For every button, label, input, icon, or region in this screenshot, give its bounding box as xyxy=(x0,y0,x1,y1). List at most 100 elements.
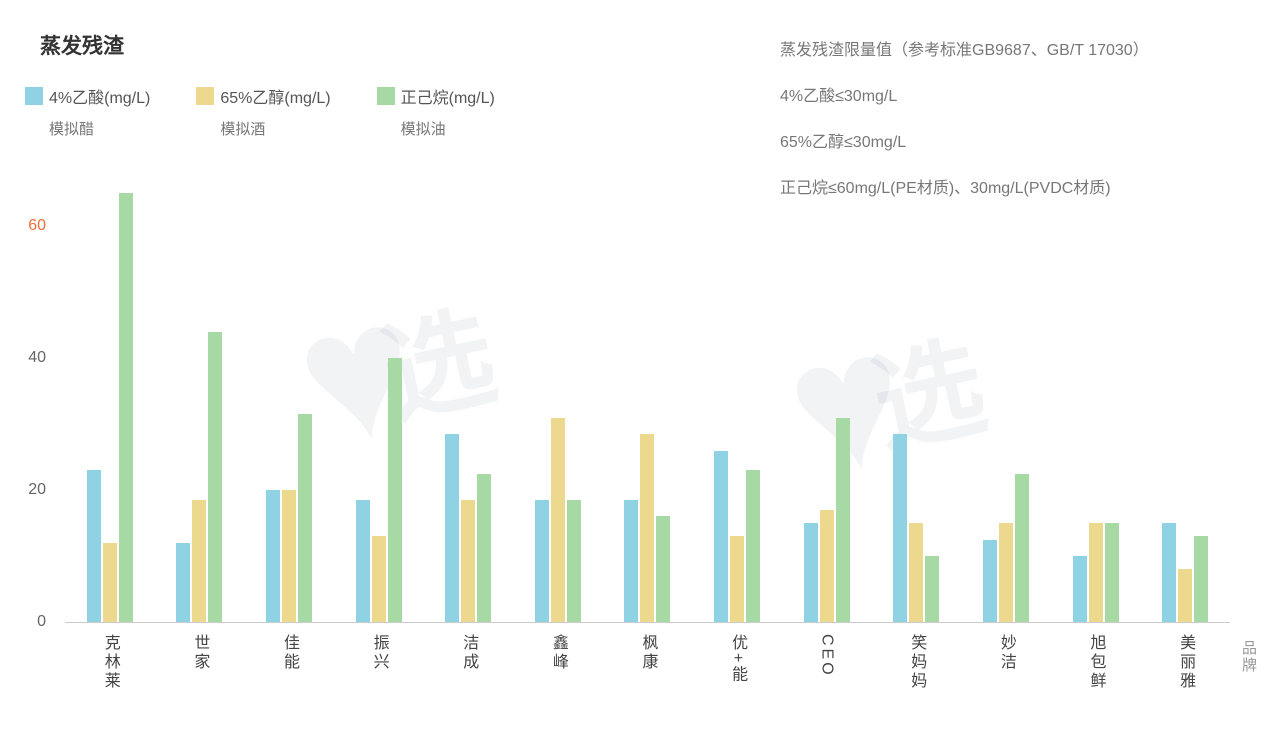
legend-label: 4%乙酸(mg/L) xyxy=(49,90,151,107)
bar xyxy=(102,542,117,622)
bar xyxy=(998,523,1013,622)
bar xyxy=(1088,523,1103,622)
plot-area xyxy=(65,182,1230,623)
limits-panel: 蒸发残渣限量值（参考标准GB9687、GB/T 17030） 4%乙酸≤30mg… xyxy=(780,36,1149,220)
x-axis-label: 品牌 xyxy=(1240,640,1257,674)
category-label: 克林莱 xyxy=(101,634,119,691)
bar xyxy=(176,542,191,622)
bar xyxy=(1178,569,1193,622)
limit-line-acetic: 4%乙酸≤30mg/L xyxy=(780,88,898,105)
category-label: 枫康 xyxy=(639,634,657,672)
bar xyxy=(803,523,818,622)
legend-sublabel: 模拟酒 xyxy=(220,121,266,138)
bar xyxy=(819,509,834,622)
category-label-cell: 枫康 xyxy=(603,634,693,691)
bar-group xyxy=(355,358,402,622)
bar xyxy=(982,539,997,622)
bar xyxy=(1162,523,1177,622)
bar-group-cell xyxy=(692,182,782,622)
legend-item-hexane[interactable]: 正己烷(mg/L) 模拟油 xyxy=(376,84,495,139)
category-labels: 克林莱 世家 佳能 振兴 洁成 鑫峰 枫康 优+能 CEO 笑妈妈 妙洁 旭包鲜 美丽雅 xyxy=(65,634,1230,691)
category-label: CEO xyxy=(818,634,836,678)
category-label: 美丽雅 xyxy=(1177,634,1195,691)
legend-swatch-icon xyxy=(376,87,395,105)
bar xyxy=(1014,473,1029,622)
bar xyxy=(192,499,207,622)
bar-group-cell xyxy=(423,182,513,622)
bar xyxy=(461,499,476,622)
bar xyxy=(86,470,101,622)
bar xyxy=(909,523,924,622)
bar xyxy=(1104,523,1119,622)
bar-group-cell xyxy=(155,182,245,622)
category-label-cell: 妙洁 xyxy=(961,634,1051,691)
bar-group-cell xyxy=(513,182,603,622)
bar xyxy=(566,499,581,622)
bar-group-cell xyxy=(961,182,1051,622)
legend-sublabel: 模拟油 xyxy=(400,121,446,138)
bar-groups xyxy=(65,182,1230,622)
y-tick-label: 0 xyxy=(37,613,46,630)
bar xyxy=(445,434,460,622)
bar xyxy=(624,499,639,622)
bar xyxy=(746,470,761,622)
bar xyxy=(298,414,313,622)
legend-swatch-icon xyxy=(25,87,43,105)
bar-group xyxy=(1072,523,1119,622)
category-label-cell: CEO xyxy=(782,634,872,691)
limit-line-ethanol: 65%乙醇≤30mg/L xyxy=(780,134,907,151)
bar xyxy=(477,473,492,622)
category-label: 振兴 xyxy=(370,634,388,672)
category-label-cell: 克林莱 xyxy=(65,634,155,691)
bar-group-cell xyxy=(65,182,155,622)
category-label-cell: 洁成 xyxy=(423,634,513,691)
bar xyxy=(266,490,281,622)
bar xyxy=(1194,536,1209,622)
category-label: 洁成 xyxy=(460,634,478,672)
bar xyxy=(1072,556,1087,622)
category-label-cell: 佳能 xyxy=(244,634,334,691)
category-label-cell: 世家 xyxy=(155,634,245,691)
bar xyxy=(893,434,908,622)
category-label: 旭包鲜 xyxy=(1087,634,1105,691)
bar xyxy=(656,516,671,622)
bar xyxy=(208,331,223,622)
bar-group-cell xyxy=(782,182,872,622)
category-label-cell: 振兴 xyxy=(334,634,424,691)
bar xyxy=(640,434,655,622)
legend: 4%乙酸(mg/L) 模拟醋 65%乙醇(mg/L) 模拟酒 正己烷(mg/L)… xyxy=(25,84,495,139)
limit-line-hexane: 正己烷≤60mg/L(PE材质)、30mg/L(PVDC材质) xyxy=(780,180,1111,197)
category-label: 妙洁 xyxy=(997,634,1015,672)
bar-group-cell xyxy=(603,182,693,622)
bar-group-cell xyxy=(334,182,424,622)
bar xyxy=(730,536,745,622)
bar-group xyxy=(893,434,940,622)
chart-title: 蒸发残渣 xyxy=(40,35,124,58)
legend-item-ethanol[interactable]: 65%乙醇(mg/L) 模拟酒 xyxy=(196,84,331,139)
y-tick-label: 40 xyxy=(28,349,46,367)
bar xyxy=(282,490,297,622)
bar-group xyxy=(534,417,581,622)
bar-group xyxy=(266,414,313,622)
category-label: 鑫峰 xyxy=(549,634,567,672)
legend-label: 65%乙醇(mg/L) xyxy=(220,90,331,107)
bar xyxy=(925,556,940,622)
legend-sublabel: 模拟醋 xyxy=(49,121,95,138)
bar xyxy=(387,358,402,622)
bar-group xyxy=(176,331,223,622)
bar-group xyxy=(803,417,850,622)
bar-group-cell xyxy=(871,182,961,622)
bar-group xyxy=(982,473,1029,622)
bar-group xyxy=(1162,523,1209,622)
bar xyxy=(371,536,386,622)
legend-swatch-icon xyxy=(196,87,215,105)
bar-group xyxy=(86,193,133,622)
limits-title: 蒸发残渣限量值（参考标准GB9687、GB/T 17030） xyxy=(780,42,1149,59)
category-label-cell: 旭包鲜 xyxy=(1051,634,1141,691)
category-label-cell: 笑妈妈 xyxy=(871,634,961,691)
legend-item-acetic-acid[interactable]: 4%乙酸(mg/L) 模拟醋 xyxy=(25,84,150,139)
bar xyxy=(355,499,370,622)
bar-group-cell xyxy=(1051,182,1141,622)
bar-group-cell xyxy=(1140,182,1230,622)
